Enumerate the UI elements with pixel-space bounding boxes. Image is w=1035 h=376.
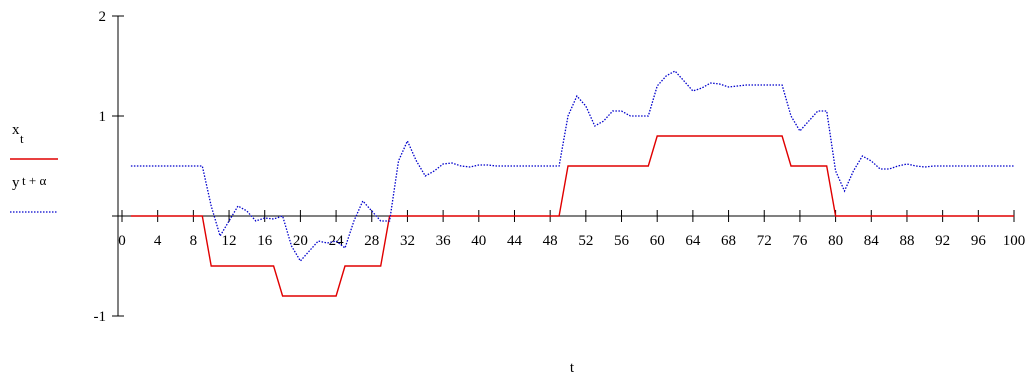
x-tick-label: 88	[899, 233, 914, 249]
x-tick-label: 92	[935, 233, 950, 249]
x-tick-label: 96	[971, 233, 987, 249]
x-axis-label: t	[570, 360, 575, 376]
x-tick-label: 4	[154, 233, 162, 249]
x-tick-label: 60	[650, 233, 665, 249]
x-tick-label: 32	[400, 233, 415, 249]
series-line-y	[130, 70, 1014, 263]
x-tick-label: 84	[864, 233, 880, 249]
legend-sub-y: t + α	[22, 173, 46, 188]
axes	[112, 16, 1014, 316]
x-tick-label: 28	[364, 233, 379, 249]
x-tick-label: 100	[1003, 233, 1026, 249]
y-tick-label: 2	[99, 9, 107, 25]
x-tick-label: 48	[543, 233, 558, 249]
legend: xt y t + α	[10, 122, 58, 213]
series-lines	[130, 70, 1014, 297]
x-tick-label: 20	[293, 233, 308, 249]
x-tick-label: 80	[828, 233, 843, 249]
x-tick-label: 36	[436, 233, 452, 249]
y-tick-label: 1	[99, 109, 107, 125]
legend-label-y: y	[12, 175, 20, 191]
legend-label-x: x	[12, 122, 20, 138]
x-tick-label: 52	[578, 233, 593, 249]
x-tick-label: 0	[118, 233, 126, 249]
y-tick-label: -1	[94, 309, 107, 325]
legend-sub-x: t	[20, 131, 24, 146]
x-tick-label: 68	[721, 233, 736, 249]
y-axis-ticks: 2 1 -1	[94, 9, 124, 325]
x-tick-label: 76	[792, 233, 808, 249]
x-tick-label: 8	[190, 233, 198, 249]
x-axis-ticks: 0 4 8 12 16 20 24 28 32 36 40 44 48 52 56 60 64 68 72 76 80 8…	[118, 210, 1025, 249]
x-tick-label: 44	[507, 233, 523, 249]
x-tick-label: 16	[257, 233, 273, 249]
x-tick-label: 64	[685, 233, 701, 249]
x-tick-label: 40	[471, 233, 486, 249]
x-tick-label: 56	[614, 233, 630, 249]
series-line-x	[130, 135, 1014, 297]
x-tick-label: 12	[222, 233, 237, 249]
x-tick-label: 72	[757, 233, 772, 249]
